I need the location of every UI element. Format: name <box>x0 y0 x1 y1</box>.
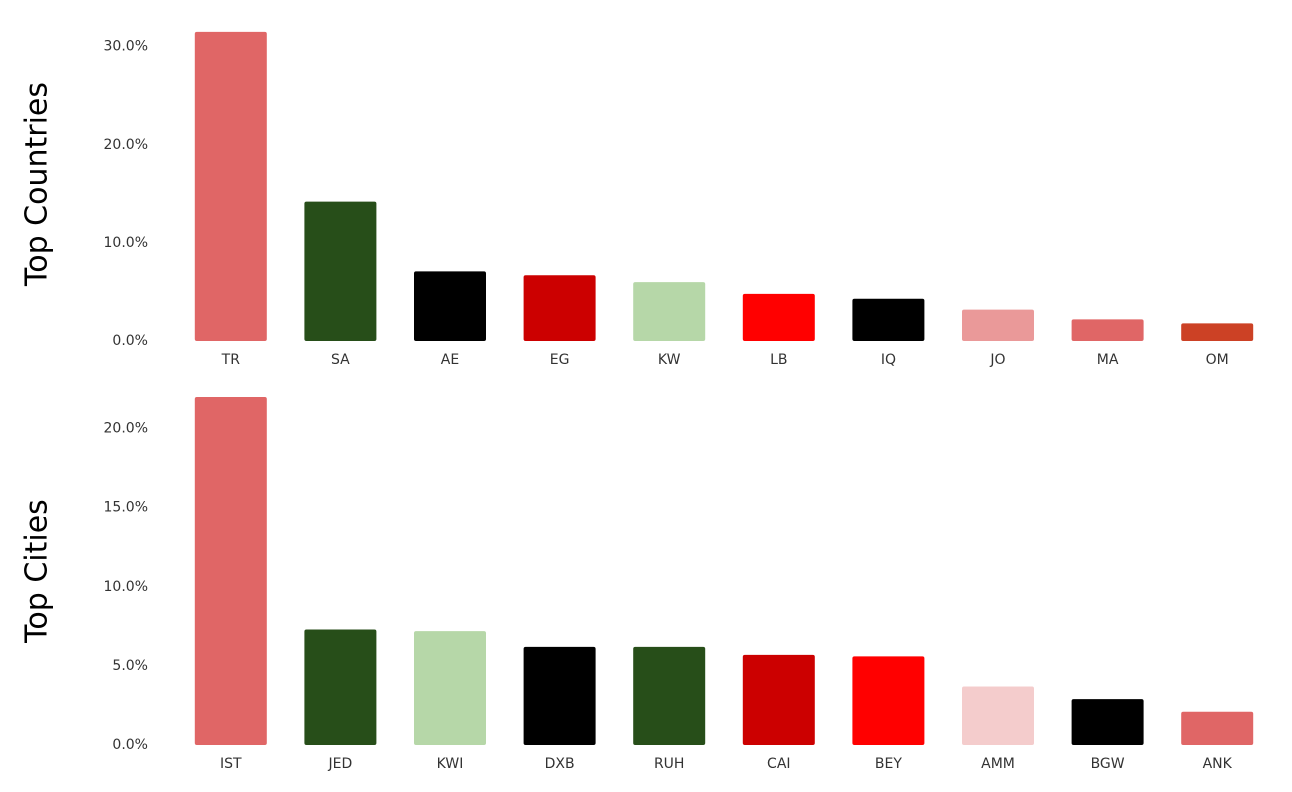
y-tick-label: 30.0% <box>104 39 148 55</box>
y-tick-label: 10.0% <box>104 235 148 251</box>
x-tick-label: JED <box>328 756 353 772</box>
bar <box>742 654 815 745</box>
bar <box>852 656 925 745</box>
x-tick-label: JO <box>989 352 1005 368</box>
x-tick-label: DXB <box>545 756 575 772</box>
bar <box>523 275 596 341</box>
x-tick-label: BGW <box>1091 756 1125 772</box>
x-tick-label: KWI <box>437 756 464 772</box>
y-tick-label: 0.0% <box>112 333 148 349</box>
y-tick-label: 15.0% <box>104 500 148 516</box>
x-tick-label: CAI <box>767 756 790 772</box>
y-axis-title: Top Countries <box>20 82 55 287</box>
y-tick-label: 5.0% <box>112 658 148 674</box>
bar <box>962 686 1034 745</box>
x-tick-label: BEY <box>875 756 902 772</box>
bar <box>1181 323 1254 341</box>
x-tick-label: KW <box>658 352 681 368</box>
bar <box>523 646 596 745</box>
y-axis-title: Top Cities <box>20 499 55 644</box>
bar <box>414 631 486 745</box>
bar <box>1071 319 1144 341</box>
bar <box>304 629 377 745</box>
bar <box>1071 699 1144 745</box>
y-tick-label: 0.0% <box>112 737 148 753</box>
bar <box>194 31 267 341</box>
x-tick-label: AE <box>441 352 459 368</box>
x-tick-label: SA <box>331 352 350 368</box>
bar <box>633 646 706 745</box>
bar <box>194 397 267 745</box>
x-tick-label: RUH <box>654 756 685 772</box>
x-tick-label: EG <box>550 352 570 368</box>
x-tick-label: MA <box>1097 352 1119 368</box>
bar <box>852 298 925 341</box>
bar <box>633 282 706 341</box>
x-tick-label: AMM <box>981 756 1015 772</box>
y-tick-label: 10.0% <box>104 579 148 595</box>
y-tick-label: 20.0% <box>104 137 148 153</box>
x-tick-label: LB <box>770 352 787 368</box>
bar <box>414 271 486 341</box>
x-tick-label: ANK <box>1203 756 1233 772</box>
bar <box>1181 711 1254 745</box>
x-tick-label: IQ <box>881 352 896 368</box>
x-tick-label: IST <box>220 756 242 772</box>
x-tick-label: TR <box>221 352 241 368</box>
bar <box>962 309 1034 341</box>
bar <box>742 293 815 341</box>
bar <box>304 201 377 341</box>
x-tick-label: OM <box>1206 352 1229 368</box>
y-tick-label: 20.0% <box>104 421 148 437</box>
